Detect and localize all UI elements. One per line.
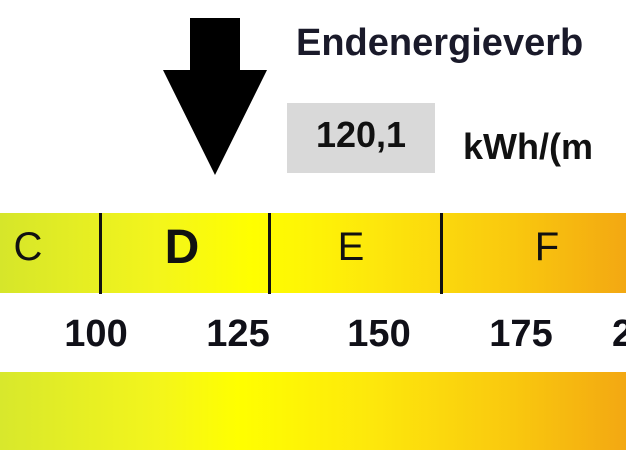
value-box (287, 103, 435, 173)
class-label-d-current: D (164, 221, 200, 274)
efficiency-class-band (0, 213, 626, 293)
tick-label: 150 (347, 313, 411, 355)
class-divider (99, 213, 102, 294)
energy-title: Endenergieverb (296, 22, 584, 64)
tick-label: 2 (612, 313, 626, 355)
class-label-e: E (337, 225, 365, 269)
energy-unit: kWh/(m (463, 126, 593, 167)
tick-label: 100 (64, 313, 128, 355)
class-label-c: C (13, 225, 43, 269)
class-divider (440, 213, 443, 294)
class-divider (268, 213, 271, 294)
class-label-f: F (534, 225, 560, 269)
down-arrow-icon (163, 18, 267, 175)
color-scale-bar (0, 372, 626, 450)
tick-label: 125 (206, 313, 270, 355)
energy-value: 120,1 (315, 114, 407, 155)
tick-label: 175 (489, 313, 553, 355)
